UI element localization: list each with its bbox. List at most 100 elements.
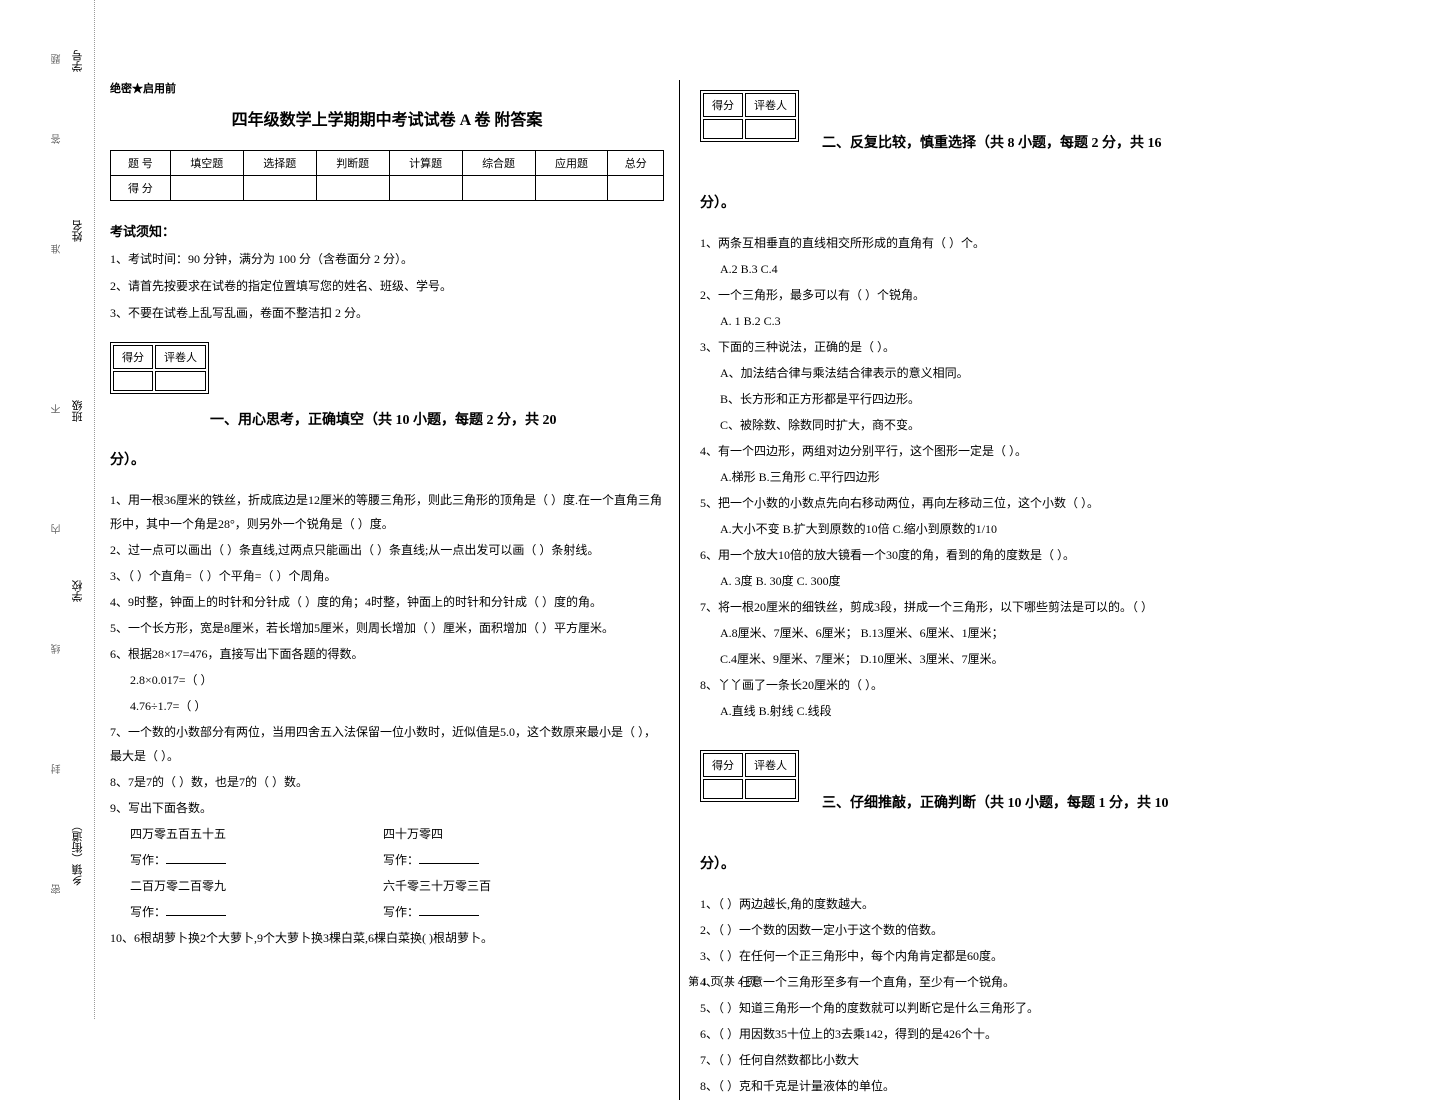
defen-label: 得分 bbox=[703, 753, 743, 777]
side-bu: 不 bbox=[50, 400, 65, 414]
defen-cell bbox=[703, 779, 743, 799]
s2-q8: 8、丫丫画了一条长20厘米的（ ）。 bbox=[700, 673, 1380, 697]
th-1: 填空题 bbox=[170, 151, 243, 176]
s3-q3: 3、（ ）在任何一个正三角形中，每个内角肯定都是60度。 bbox=[700, 944, 1380, 968]
s2-q5: 5、把一个小数的小数点先向右移动两位，再向左移动三位，这个小数（ ）。 bbox=[700, 491, 1380, 515]
s1-q4: 4、9时整，钟面上的时针和分针成（ ）度的角；4时整，钟面上的时针和分针成（ ）… bbox=[110, 590, 664, 614]
pingjuanren-label: 评卷人 bbox=[745, 753, 796, 777]
th-5: 综合题 bbox=[462, 151, 535, 176]
s1-q6a: 2.8×0.017=（ ） bbox=[110, 668, 664, 692]
write-label-left-1: 写作： bbox=[130, 848, 380, 872]
side-da: 答 bbox=[50, 130, 65, 144]
binding-strip: 学号 姓名 班级 学校 乡镇（街道） 题 答 准 不 内 线 封 密 bbox=[0, 0, 95, 1019]
section-score-box-2: 得分 评卷人 bbox=[700, 90, 799, 142]
side-label-banji: 班级 bbox=[70, 400, 86, 422]
notice-title: 考试须知： bbox=[110, 221, 664, 240]
side-ti: 题 bbox=[50, 50, 65, 64]
th-4: 计算题 bbox=[389, 151, 462, 176]
notice-1: 1、考试时间：90 分钟，满分为 100 分（含卷面分 2 分）。 bbox=[110, 250, 664, 269]
write-row-2: 写作： 写作： bbox=[110, 848, 664, 872]
s2-q2-opts: A. 1 B.2 C.3 bbox=[700, 309, 1380, 333]
blank bbox=[166, 902, 226, 916]
blank bbox=[419, 902, 479, 916]
write-label-right-1: 写作： bbox=[383, 853, 479, 867]
pingjuanren-label: 评卷人 bbox=[155, 345, 206, 369]
pingjuanren-cell bbox=[745, 779, 796, 799]
write-right-2: 六千零三十万零三百 bbox=[383, 879, 491, 893]
s1-q9: 9、写出下面各数。 bbox=[110, 796, 664, 820]
s3-q8: 8、（ ）克和千克是计量液体的单位。 bbox=[700, 1074, 1380, 1098]
section-score-box-3: 得分 评卷人 bbox=[700, 750, 799, 802]
th-7: 总分 bbox=[608, 151, 664, 176]
s1-q3: 3、（ ）个直角=（ ）个平角=（ ）个周角。 bbox=[110, 564, 664, 588]
exam-title: 四年级数学上学期期中考试试卷 A 卷 附答案 bbox=[110, 106, 664, 130]
write-row-3: 二百万零二百零九 六千零三十万零三百 bbox=[110, 874, 664, 898]
write-left-1: 四万零五百五十五 bbox=[130, 822, 380, 846]
side-xian: 线 bbox=[50, 640, 65, 654]
s2-q3-optc: C、被除数、除数同时扩大，商不变。 bbox=[700, 413, 1380, 437]
table-header-row: 题 号 填空题 选择题 判断题 计算题 综合题 应用题 总分 bbox=[111, 151, 664, 176]
write-label-left-2: 写作： bbox=[130, 900, 380, 924]
s1-q10: 10、6根胡萝卜换2个大萝卜,9个大萝卜换3棵白菜,6棵白菜换( )根胡萝卜。 bbox=[110, 926, 664, 950]
section3-title-end: 分）。 bbox=[700, 852, 1380, 877]
side-label-xuexiao: 学校 bbox=[70, 580, 86, 602]
defen-label: 得分 bbox=[113, 345, 153, 369]
left-column: 绝密★启用前 四年级数学上学期期中考试试卷 A 卷 附答案 题 号 填空题 选择… bbox=[110, 80, 680, 1100]
s3-q6: 6、（ ）用因数35十位上的3去乘142，得到的是426个十。 bbox=[700, 1022, 1380, 1046]
section2-title-end: 分）。 bbox=[700, 191, 1380, 216]
score-cell bbox=[316, 176, 389, 201]
side-label-xingming: 姓名 bbox=[70, 220, 86, 242]
s2-q3-opta: A、加法结合律与乘法结合律表示的意义相同。 bbox=[700, 361, 1380, 385]
s1-q7: 7、一个数的小数部分有两位，当用四舍五入法保留一位小数时，近似值是5.0，这个数… bbox=[110, 720, 664, 768]
s1-q5: 5、一个长方形，宽是8厘米，若长增加5厘米，则周长增加（ ）厘米，面积增加（ ）… bbox=[110, 616, 664, 640]
s3-q1: 1、（ ）两边越长,角的度数越大。 bbox=[700, 892, 1380, 916]
score-cell bbox=[389, 176, 462, 201]
s2-q1-opts: A.2 B.3 C.4 bbox=[700, 257, 1380, 281]
score-cell bbox=[170, 176, 243, 201]
s2-q5-opts: A.大小不变 B.扩大到原数的10倍 C.缩小到原数的1/10 bbox=[700, 517, 1380, 541]
section1-title-end: 分）。 bbox=[110, 448, 664, 473]
s2-q3-optb: B、长方形和正方形都是平行四边形。 bbox=[700, 387, 1380, 411]
s2-q1: 1、两条互相垂直的直线相交所形成的直角有（ ）个。 bbox=[700, 231, 1380, 255]
section1-title-text: 一、用心思考，正确填空（共 10 小题，每题 2 分，共 20 bbox=[210, 413, 557, 428]
write-right-1: 四十万零四 bbox=[383, 827, 443, 841]
s1-q1: 1、用一根36厘米的铁丝，折成底边是12厘米的等腰三角形，则此三角形的顶角是（ … bbox=[110, 488, 664, 536]
write-label-right-2: 写作： bbox=[383, 905, 479, 919]
s2-q3: 3、下面的三种说法，正确的是（ ）。 bbox=[700, 335, 1380, 359]
s1-q2: 2、过一点可以画出（ ）条直线,过两点只能画出（ ）条直线;从一点出发可以画（ … bbox=[110, 538, 664, 562]
score-cell bbox=[608, 176, 664, 201]
defen-cell bbox=[703, 119, 743, 139]
th-2: 选择题 bbox=[243, 151, 316, 176]
side-zhun: 准 bbox=[50, 240, 65, 254]
score-cell bbox=[243, 176, 316, 201]
write-row-1: 四万零五百五十五 四十万零四 bbox=[110, 822, 664, 846]
s2-q4: 4、有一个四边形，两组对边分别平行，这个图形一定是（ ）。 bbox=[700, 439, 1380, 463]
right-column: 得分 评卷人 二、反复比较，慎重选择（共 8 小题，每题 2 分，共 16 分）… bbox=[680, 80, 1380, 1100]
s2-q7: 7、将一根20厘米的细铁丝，剪成3段，拼成一个三角形，以下哪些剪法是可以的。（ … bbox=[700, 595, 1380, 619]
s3-q7: 7、（ ）任何自然数都比小数大 bbox=[700, 1048, 1380, 1072]
s2-q4-opts: A.梯形 B.三角形 C.平行四边形 bbox=[700, 465, 1380, 489]
side-label-xuehao: 学号 bbox=[70, 50, 86, 72]
notice-2: 2、请首先按要求在试卷的指定位置填写您的姓名、班级、学号。 bbox=[110, 277, 664, 296]
s1-q6: 6、根据28×17=476，直接写出下面各题的得数。 bbox=[110, 642, 664, 666]
side-label-xiangzhen: 乡镇（街道） bbox=[70, 820, 86, 886]
pingjuanren-label: 评卷人 bbox=[745, 93, 796, 117]
write-row-4: 写作： 写作： bbox=[110, 900, 664, 924]
s2-q6-opts: A. 3度 B. 30度 C. 300度 bbox=[700, 569, 1380, 593]
side-nei: 内 bbox=[50, 520, 65, 534]
s2-q2: 2、一个三角形，最多可以有（ ）个锐角。 bbox=[700, 283, 1380, 307]
s2-q7-opta: A.8厘米、7厘米、6厘米； B.13厘米、6厘米、1厘米； bbox=[700, 621, 1380, 645]
th-6: 应用题 bbox=[535, 151, 608, 176]
blank bbox=[419, 850, 479, 864]
section2-title: 二、反复比较，慎重选择（共 8 小题，每题 2 分，共 16 bbox=[822, 136, 1162, 151]
side-feng: 封 bbox=[50, 760, 65, 774]
blank bbox=[166, 850, 226, 864]
write-left-2: 二百万零二百零九 bbox=[130, 874, 380, 898]
defen-cell bbox=[113, 371, 153, 391]
pingjuanren-cell bbox=[155, 371, 206, 391]
s2-q7-optb: C.4厘米、9厘米、7厘米； D.10厘米、3厘米、7厘米。 bbox=[700, 647, 1380, 671]
score-summary-table: 题 号 填空题 选择题 判断题 计算题 综合题 应用题 总分 得 分 bbox=[110, 150, 664, 201]
main-content: 绝密★启用前 四年级数学上学期期中考试试卷 A 卷 附答案 题 号 填空题 选择… bbox=[110, 80, 1410, 1100]
section3-title: 三、仔细推敲，正确判断（共 10 小题，每题 1 分，共 10 bbox=[822, 796, 1169, 811]
side-mi: 密 bbox=[50, 880, 65, 894]
